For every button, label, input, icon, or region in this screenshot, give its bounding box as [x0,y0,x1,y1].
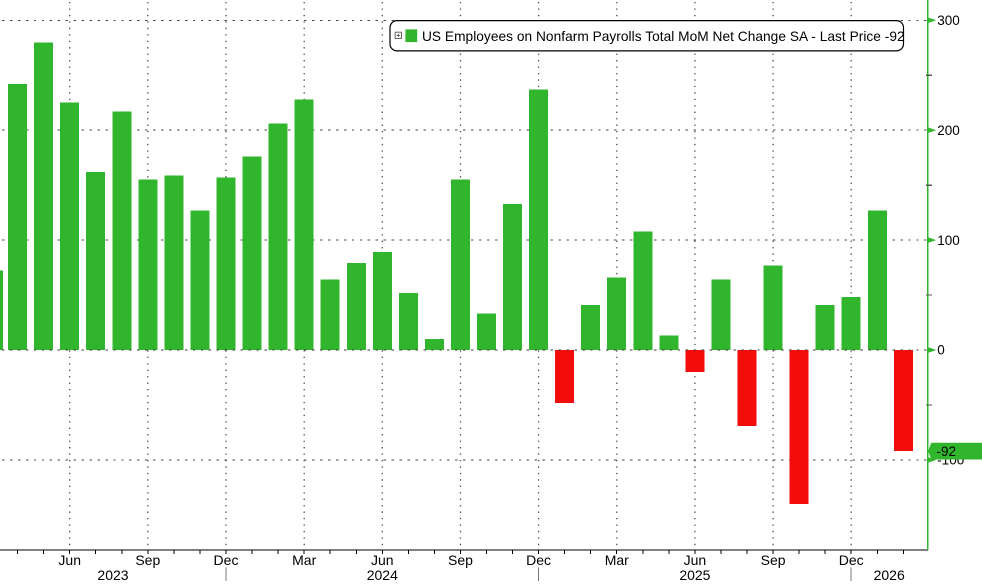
svg-text:0: 0 [937,343,945,358]
svg-text:2026: 2026 [874,567,905,581]
svg-text:Jun: Jun [684,552,707,568]
svg-text:100: 100 [937,233,960,248]
svg-text:Dec: Dec [839,552,864,568]
svg-text:300: 300 [937,13,960,28]
svg-text:Jun: Jun [371,552,394,568]
svg-text:2023: 2023 [97,567,128,581]
svg-text:Dec: Dec [526,552,551,568]
svg-text:Sep: Sep [761,552,786,568]
svg-text:Mar: Mar [605,552,629,568]
svg-text:Sep: Sep [135,552,160,568]
svg-text:US Employees on Nonfarm Payrol: US Employees on Nonfarm Payrolls Total M… [422,29,905,44]
svg-text:200: 200 [937,123,960,138]
svg-text:Dec: Dec [214,552,239,568]
svg-text:Jun: Jun [58,552,81,568]
svg-text:2024: 2024 [367,567,398,581]
svg-text:-92: -92 [937,444,957,459]
svg-text:2025: 2025 [679,567,710,581]
svg-text:Sep: Sep [448,552,473,568]
svg-text:Mar: Mar [292,552,316,568]
